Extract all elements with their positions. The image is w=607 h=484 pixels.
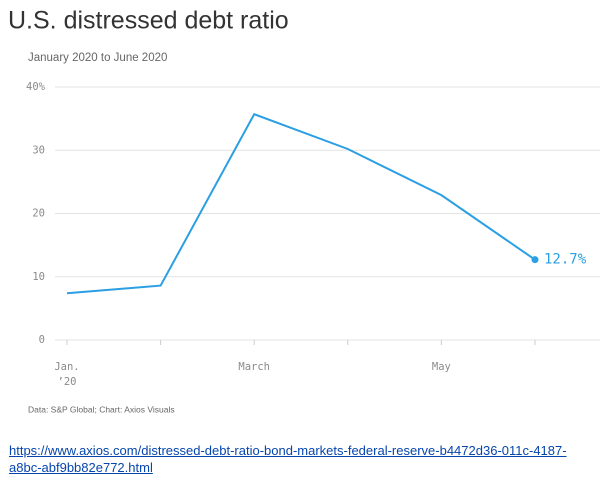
end-point bbox=[531, 256, 539, 264]
data-line bbox=[66, 112, 536, 295]
y-tick-label: 30 bbox=[32, 144, 45, 156]
x-tick-label: May bbox=[431, 361, 451, 373]
chart-source: Data: S&P Global; Chart: Axios Visuals bbox=[28, 404, 175, 414]
value-label: 12.7% bbox=[544, 252, 587, 268]
x-tick-label: Jan. ’20 bbox=[54, 361, 80, 388]
chart-title: U.S. distressed debt ratio bbox=[8, 7, 289, 35]
x-tick-label: March bbox=[238, 361, 270, 373]
source-link[interactable]: https://www.axios.com/distressed-debt-ra… bbox=[9, 443, 567, 475]
y-tick-label: 20 bbox=[32, 208, 45, 220]
y-tick-label: 10 bbox=[32, 271, 45, 283]
chart: U.S. distressed debt ratio January 2020 … bbox=[8, 7, 600, 414]
chart-subtitle: January 2020 to June 2020 bbox=[28, 52, 167, 64]
y-tick-label: 40% bbox=[26, 81, 46, 93]
y-tick-label: 0 bbox=[39, 334, 45, 346]
